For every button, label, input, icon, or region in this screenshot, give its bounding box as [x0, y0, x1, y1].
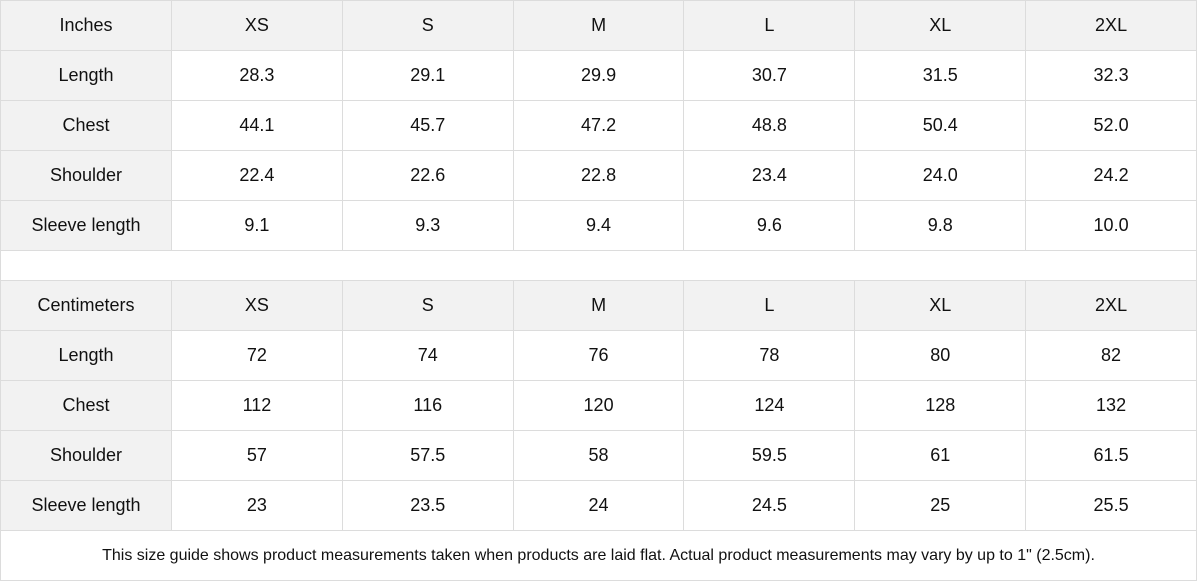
- measurement-value: 24.5: [683, 480, 856, 531]
- measurement-value: 57: [171, 430, 343, 481]
- size-guide-note: This size guide shows product measuremen…: [0, 530, 1197, 581]
- measurement-value: 22.8: [512, 150, 685, 201]
- measurement-value: 32.3: [1025, 50, 1197, 101]
- measurement-value: 82: [1025, 330, 1197, 381]
- measurement-value: 23.4: [683, 150, 856, 201]
- measurement-value: 48.8: [683, 100, 856, 151]
- measurement-value: 132: [1025, 380, 1197, 431]
- measurement-value: 50.4: [854, 100, 1027, 151]
- measurement-value: 80: [854, 330, 1027, 381]
- measurement-value: 9.6: [683, 200, 856, 251]
- measurement-value: 58: [512, 430, 685, 481]
- measurement-value: 9.8: [854, 200, 1027, 251]
- measurement-label: Length: [0, 50, 172, 101]
- size-header: 2XL: [1025, 280, 1197, 331]
- size-header: XL: [854, 0, 1027, 51]
- measurement-value: 61.5: [1025, 430, 1197, 481]
- header-row: Centimeters XS S M L XL 2XL: [0, 280, 1197, 331]
- measurement-value: 25: [854, 480, 1027, 531]
- table-row: Length 28.3 29.1 29.9 30.7 31.5 32.3: [0, 50, 1197, 101]
- measurement-value: 61: [854, 430, 1027, 481]
- measurement-value: 112: [171, 380, 343, 431]
- measurement-label: Sleeve length: [0, 480, 172, 531]
- size-header: M: [512, 280, 685, 331]
- measurement-value: 23.5: [341, 480, 514, 531]
- size-header: 2XL: [1025, 0, 1197, 51]
- spacer-cell: [0, 250, 1197, 281]
- measurement-value: 128: [854, 380, 1027, 431]
- table-row: Chest 112 116 120 124 128 132: [0, 380, 1197, 431]
- measurement-label: Shoulder: [0, 150, 172, 201]
- measurement-value: 29.1: [341, 50, 514, 101]
- measurement-value: 29.9: [512, 50, 685, 101]
- measurement-value: 124: [683, 380, 856, 431]
- measurement-value: 24: [512, 480, 685, 531]
- measurement-value: 9.1: [171, 200, 343, 251]
- table-row: Sleeve length 9.1 9.3 9.4 9.6 9.8 10.0: [0, 200, 1197, 251]
- table-row: Shoulder 22.4 22.6 22.8 23.4 24.0 24.2: [0, 150, 1197, 201]
- measurement-label: Length: [0, 330, 172, 381]
- measurement-value: 22.4: [171, 150, 343, 201]
- measurement-value: 23: [171, 480, 343, 531]
- unit-header: Inches: [0, 0, 172, 51]
- size-header: L: [683, 280, 856, 331]
- measurement-label: Chest: [0, 380, 172, 431]
- size-header: L: [683, 0, 856, 51]
- measurement-value: 28.3: [171, 50, 343, 101]
- measurement-value: 76: [512, 330, 685, 381]
- unit-header: Centimeters: [0, 280, 172, 331]
- size-header: XL: [854, 280, 1027, 331]
- header-row: Inches XS S M L XL 2XL: [0, 0, 1197, 51]
- measurement-label: Sleeve length: [0, 200, 172, 251]
- table-row: Chest 44.1 45.7 47.2 48.8 50.4 52.0: [0, 100, 1197, 151]
- measurement-value: 57.5: [341, 430, 514, 481]
- measurement-value: 22.6: [341, 150, 514, 201]
- measurement-value: 10.0: [1025, 200, 1197, 251]
- measurement-value: 44.1: [171, 100, 343, 151]
- measurement-value: 45.7: [341, 100, 514, 151]
- size-header: XS: [171, 280, 343, 331]
- table-row: Length 72 74 76 78 80 82: [0, 330, 1197, 381]
- size-header: M: [512, 0, 685, 51]
- measurement-label: Shoulder: [0, 430, 172, 481]
- measurement-value: 72: [171, 330, 343, 381]
- measurement-value: 25.5: [1025, 480, 1197, 531]
- table-row: Shoulder 57 57.5 58 59.5 61 61.5: [0, 430, 1197, 481]
- table-spacer: [0, 250, 1197, 281]
- measurement-value: 59.5: [683, 430, 856, 481]
- measurement-value: 120: [512, 380, 685, 431]
- measurement-value: 9.3: [341, 200, 514, 251]
- size-header: S: [341, 280, 514, 331]
- measurement-value: 78: [683, 330, 856, 381]
- measurement-value: 31.5: [854, 50, 1027, 101]
- size-header: S: [341, 0, 514, 51]
- measurement-value: 24.2: [1025, 150, 1197, 201]
- measurement-label: Chest: [0, 100, 172, 151]
- measurement-value: 9.4: [512, 200, 685, 251]
- measurement-value: 116: [341, 380, 514, 431]
- measurement-value: 24.0: [854, 150, 1027, 201]
- note-row: This size guide shows product measuremen…: [0, 530, 1197, 581]
- measurement-value: 30.7: [683, 50, 856, 101]
- measurement-value: 74: [341, 330, 514, 381]
- table-row: Sleeve length 23 23.5 24 24.5 25 25.5: [0, 480, 1197, 531]
- measurement-value: 52.0: [1025, 100, 1197, 151]
- measurement-value: 47.2: [512, 100, 685, 151]
- size-header: XS: [171, 0, 343, 51]
